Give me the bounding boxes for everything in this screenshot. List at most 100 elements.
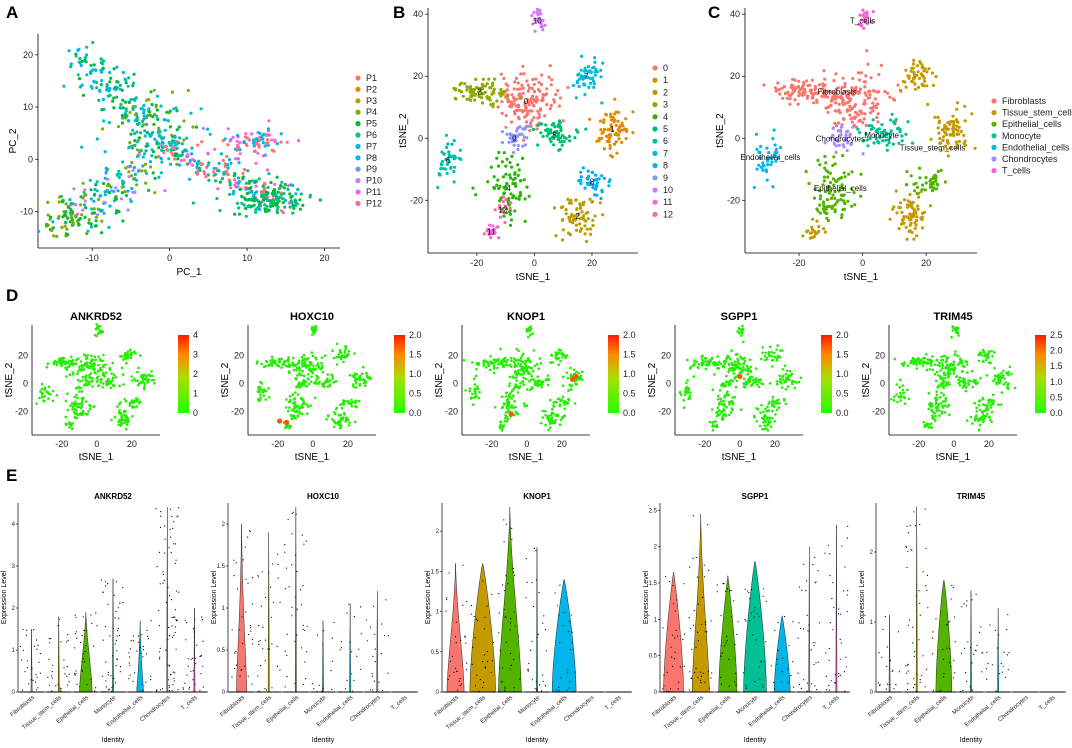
feature-hoxc10-point	[322, 382, 325, 386]
feature-trim45-point	[931, 368, 935, 372]
panel-b-point	[560, 140, 564, 144]
feature-hoxc10-point	[354, 405, 358, 408]
panel-b-y-tick-label: 0	[418, 133, 423, 143]
panel-b-point	[617, 137, 621, 141]
panel-b-point	[579, 68, 583, 72]
panel-c-celltype-label: T_cells	[850, 16, 875, 25]
feature-trim45-point	[965, 363, 969, 366]
feature-knop1-point	[484, 366, 488, 369]
panel-b-point	[500, 160, 504, 164]
panel-a-point	[163, 128, 167, 132]
panel-a-point	[244, 214, 248, 218]
violin-ankrd52-dot	[117, 628, 119, 630]
feature-ankrd52-point	[130, 399, 134, 402]
feature-knop1-point	[514, 371, 517, 375]
panel-c-point	[954, 118, 959, 122]
panel-b-point	[498, 215, 503, 219]
panel-b-point	[581, 201, 585, 205]
panel-b-point	[436, 186, 440, 190]
feature-sgpp1-point	[721, 418, 724, 421]
panel-a-point	[61, 215, 65, 219]
panel-a-point	[255, 137, 259, 141]
feature-ankrd52-point	[89, 365, 92, 369]
violin-ankrd52-violin	[112, 578, 114, 693]
feature-hoxc10-point	[324, 380, 327, 383]
panel-a-point	[222, 172, 226, 176]
panel-b-point	[538, 8, 542, 12]
panel-a-point	[80, 59, 84, 64]
panel-b-legend-key	[652, 211, 658, 217]
panel-b-point	[508, 160, 512, 165]
panel-c-point	[820, 87, 824, 91]
panel-b-point	[591, 183, 596, 187]
panel-c-y-tick-label: 0	[735, 133, 740, 143]
feature-ankrd52-point	[86, 365, 90, 369]
feature-trim45-point	[932, 411, 935, 414]
violin-ankrd52-dot	[114, 617, 116, 619]
panel-c-point	[865, 15, 870, 19]
feature-sgpp1-point	[763, 424, 766, 428]
panel-b-point	[450, 142, 454, 146]
feature-ankrd52-point	[76, 372, 79, 376]
violin-ankrd52-dot	[139, 646, 141, 648]
panel-b-point	[561, 119, 565, 123]
panel-a-point	[268, 199, 272, 203]
feature-ankrd52-colorbar-label: 0	[193, 408, 198, 418]
panel-c-point	[811, 94, 815, 98]
feature-sgpp1-point	[704, 360, 708, 363]
panel-c-point	[894, 117, 898, 122]
panel-c-point	[959, 129, 964, 134]
panel-c-point	[943, 125, 947, 129]
panel-a-x-tick-label: 10	[242, 253, 252, 263]
panel-a-point	[263, 203, 267, 207]
panel-a-point	[108, 204, 112, 208]
violin-ankrd52-dot	[28, 683, 30, 685]
panel-c-point	[853, 203, 857, 207]
feature-knop1-point	[525, 404, 529, 407]
feature-knop1-high-point	[508, 411, 514, 417]
panel-b-point	[577, 72, 581, 76]
panel-c-point	[821, 91, 826, 95]
panel-a-point	[240, 201, 244, 205]
panel-a-point	[84, 53, 89, 57]
panel-a-point	[111, 99, 115, 103]
panel-a-point	[139, 107, 143, 111]
feature-knop1-point	[516, 359, 520, 362]
panel-b-point	[580, 54, 584, 58]
panel-b-point	[505, 182, 509, 186]
panel-a-point	[212, 170, 216, 174]
feature-sgpp1-point	[720, 402, 724, 406]
feature-ankrd52-point	[46, 362, 50, 366]
feature-trim45-point	[1000, 403, 1003, 406]
panel-c-legend-label: Monocyte	[1002, 131, 1041, 141]
feature-sgpp1-point	[791, 382, 794, 386]
panel-a-point	[178, 136, 182, 140]
feature-hoxc10-point	[369, 377, 373, 380]
feature-hoxc10-point	[312, 364, 315, 367]
panel-a-point	[265, 168, 270, 172]
feature-ankrd52-point	[68, 363, 72, 366]
panel-a-point	[253, 196, 257, 200]
panel-c-point	[866, 144, 870, 148]
panel-b-legend-label: 5	[663, 124, 668, 134]
panel-c-point	[863, 11, 867, 15]
panel-a-point	[253, 191, 257, 195]
panel-c-point	[785, 96, 790, 100]
feature-hoxc10-point	[355, 381, 358, 385]
feature-trim45-point	[949, 372, 952, 375]
panel-a-point	[133, 98, 137, 102]
panel-a-point	[246, 169, 250, 173]
feature-trim45-point	[890, 397, 893, 401]
feature-hoxc10-point	[300, 373, 303, 377]
panel-b-cluster-label: 3	[478, 88, 483, 97]
feature-ankrd52-y-tick-label: 0	[23, 378, 28, 388]
panel-a-point	[133, 172, 137, 176]
feature-ankrd52-point	[69, 355, 73, 359]
panel-a-point	[80, 145, 84, 149]
feature-hoxc10-point	[260, 362, 264, 366]
panel-b-point	[487, 77, 491, 81]
feature-sgpp1-point	[723, 361, 727, 364]
feature-hoxc10-point	[325, 418, 328, 421]
violin-ankrd52-dot	[115, 639, 117, 642]
panel-c-point	[890, 112, 894, 116]
